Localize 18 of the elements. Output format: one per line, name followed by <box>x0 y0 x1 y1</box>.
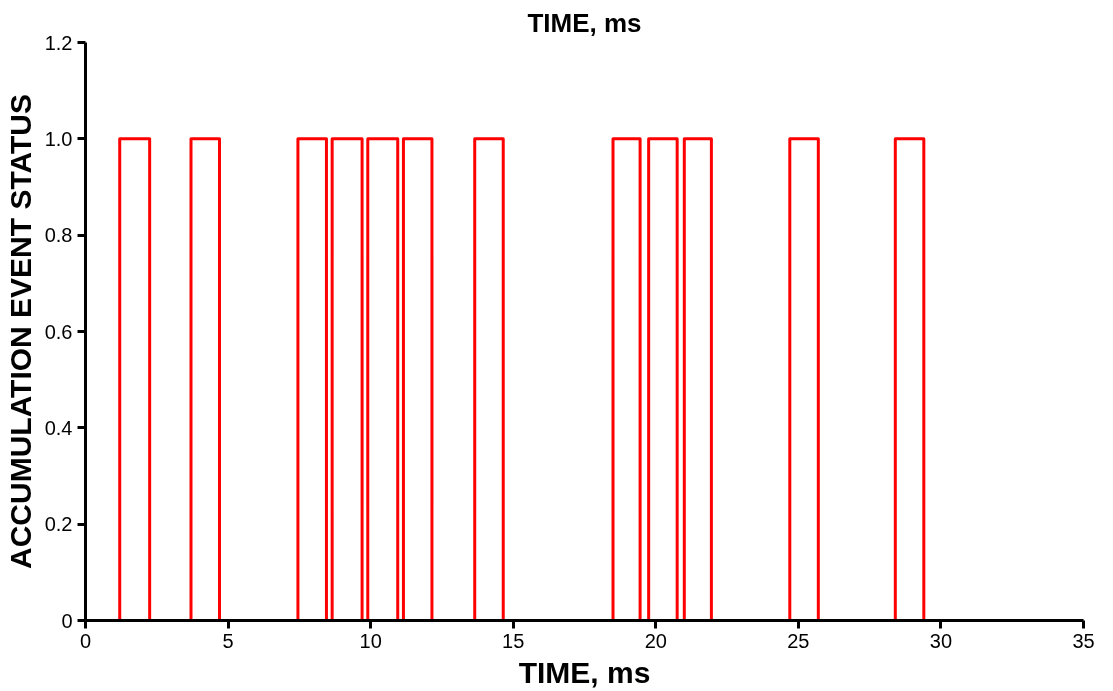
chart-title: TIME, ms <box>527 7 642 38</box>
y-tick-label: 0.4 <box>44 416 73 439</box>
x-tick-label: 0 <box>79 629 92 652</box>
y-tick-label: 0.2 <box>44 513 73 536</box>
x-tick-label: 15 <box>502 629 525 652</box>
x-tick-label: 5 <box>222 629 234 652</box>
x-tick-label: 10 <box>359 629 382 652</box>
y-tick-label: 1.2 <box>44 31 73 54</box>
y-tick-label: 0.6 <box>44 320 73 343</box>
x-tick-label: 30 <box>929 629 953 652</box>
y-axis-title: ACCUMULATION EVENT STATUS <box>3 94 37 569</box>
y-tick-label: 1.0 <box>44 127 73 150</box>
y-tick-label: 0.8 <box>44 224 73 247</box>
x-tick-label: 25 <box>787 629 810 652</box>
x-tick-label: 20 <box>644 629 667 652</box>
x-axis-title: TIME, ms <box>518 655 651 689</box>
x-tick-label: 35 <box>1072 629 1095 652</box>
y-tick-label: 0 <box>61 609 73 632</box>
